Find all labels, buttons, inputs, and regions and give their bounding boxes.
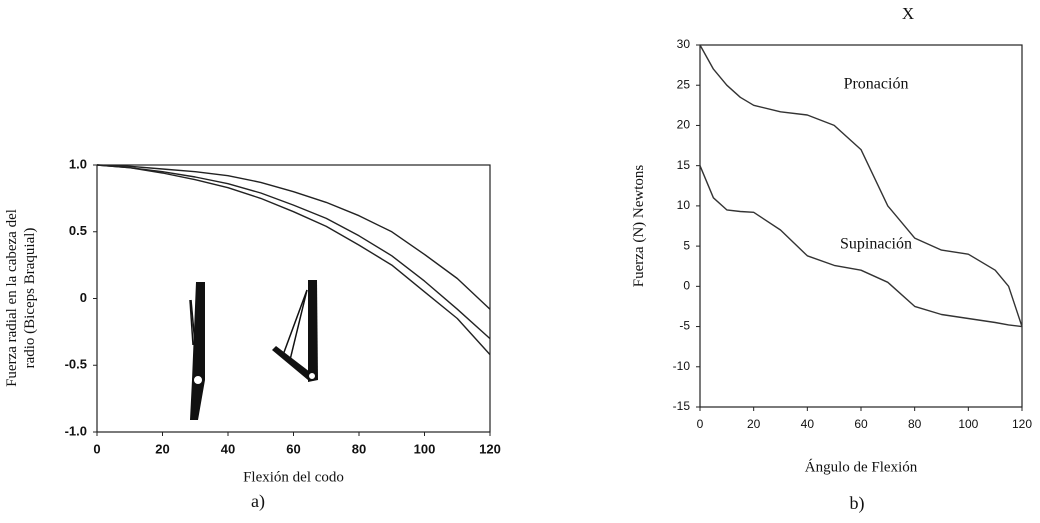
x-tick-label: 60	[286, 441, 300, 456]
y-tick-label: -5	[679, 319, 690, 333]
chart-title: X	[902, 4, 914, 23]
x-tick-label: 40	[801, 417, 815, 431]
x-axis-label: Flexión del codo	[243, 469, 344, 485]
annotation: Supinación	[840, 236, 912, 253]
x-tick-label: 20	[155, 441, 169, 456]
y-tick-label: 0.5	[69, 223, 87, 238]
y-axis-label: Fuerza (N) Newtons	[631, 165, 647, 288]
y-axis-label-line: Fuerza radial en la cabeza del	[4, 209, 20, 387]
x-tick-label: 100	[414, 441, 436, 456]
x-tick-label: 120	[1012, 417, 1032, 431]
caption: b)	[850, 493, 865, 514]
line-series	[96, 164, 491, 356]
x-tick-label: 40	[221, 441, 235, 456]
x-tick-label: 80	[352, 441, 366, 456]
plot-frame	[699, 44, 1023, 408]
x-tick-label: 80	[908, 417, 922, 431]
y-tick-label: 1.0	[69, 156, 87, 171]
y-axis-label-line: radio (Biceps Braquial)	[22, 228, 38, 369]
y-axis-label-line: Fuerza (N) Newtons	[631, 165, 647, 288]
y-tick-label: 25	[677, 77, 691, 91]
y-tick-label: -0.5	[65, 357, 87, 372]
arm-icon	[189, 282, 205, 420]
x-tick-label: 20	[747, 417, 761, 431]
y-tick-label: 10	[677, 198, 691, 212]
annotation: Pronación	[844, 76, 909, 93]
line-series	[96, 164, 491, 310]
y-axis-label: Fuerza radial en la cabeza del radio (Bic…	[4, 209, 38, 387]
x-tick-label: 100	[958, 417, 978, 431]
x-tick-label: 120	[479, 441, 501, 456]
x-tick-label: 0	[93, 441, 100, 456]
y-tick-label: 0	[80, 290, 87, 305]
y-tick-label: -10	[673, 359, 691, 373]
y-tick-label: 30	[677, 37, 691, 51]
x-tick-label: 0	[697, 417, 704, 431]
line-series	[699, 44, 1023, 327]
arm-icon	[272, 280, 318, 382]
line-series	[699, 165, 1023, 328]
x-axis-label: Ángulo de Flexión	[805, 458, 918, 475]
y-tick-label: -15	[673, 399, 691, 413]
y-tick-label: 15	[677, 158, 691, 172]
y-tick-label: 0	[683, 279, 690, 293]
line-series	[96, 164, 491, 340]
caption: a)	[251, 491, 265, 512]
x-tick-label: 60	[854, 417, 868, 431]
y-tick-label: -1.0	[65, 423, 87, 438]
y-tick-label: 5	[683, 238, 690, 252]
y-tick-label: 20	[677, 118, 691, 132]
